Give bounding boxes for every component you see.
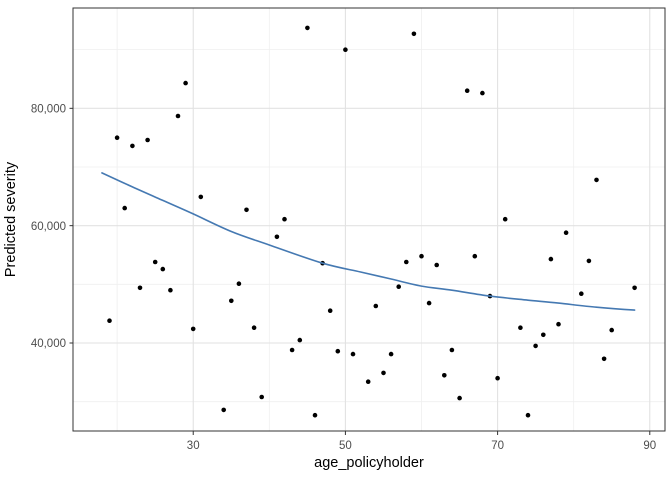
data-point [442,373,447,378]
data-point [533,343,538,349]
data-point [579,291,584,297]
data-point [464,88,470,93]
data-point [381,370,386,376]
data-point [525,412,531,418]
y-tick-label: 80,000 [31,104,66,116]
data-point [457,395,462,401]
y-axis-title: Predicted severity [3,161,19,277]
data-point [183,80,188,86]
data-point [190,326,196,332]
x-tick-label: 90 [643,440,656,452]
scatter-points [107,25,637,418]
smooth-trend-line [101,172,636,311]
data-point [297,337,303,343]
data-point [327,308,333,314]
data-point [388,351,394,357]
data-point [122,205,127,211]
data-point [145,137,150,143]
data-point [221,407,226,413]
data-point [130,143,135,149]
data-point [160,266,166,272]
data-point [373,303,379,309]
data-point [289,347,295,353]
data-point [609,327,614,333]
data-point [449,347,455,353]
data-point [198,194,204,200]
data-point [107,318,112,324]
data-point [411,31,417,37]
x-tick-label: 50 [339,440,352,452]
y-tick-labels: 40,000 60,000 80,000 [31,104,66,351]
data-point [396,284,402,290]
x-tick-label: 70 [491,440,504,452]
data-point [114,135,120,140]
x-tick-labels: 30 50 70 90 [187,440,656,452]
data-point [404,259,409,265]
data-point [563,230,569,235]
data-point [541,332,546,338]
data-point [137,285,143,291]
data-point [594,177,599,183]
data-point [236,281,242,287]
data-point [305,25,310,31]
data-point [426,300,432,306]
data-point [282,216,287,222]
data-point [365,379,371,385]
data-point [175,113,181,119]
data-point [586,258,592,264]
panel-background [73,8,665,431]
data-point [495,375,500,381]
data-point [312,412,318,418]
data-point [556,321,561,327]
data-point [632,285,637,291]
data-point [548,256,554,262]
data-point [502,216,508,222]
data-point [259,394,265,400]
data-point [274,234,280,240]
data-point [251,325,257,331]
major-gridlines [73,8,665,431]
data-point [518,325,523,331]
x-axis-title: age_policyholder [314,455,424,471]
data-point [168,287,173,293]
data-point [434,262,440,268]
data-point [419,253,424,259]
x-tick-label: 30 [187,440,200,452]
data-point [244,207,249,213]
data-point [152,259,158,265]
data-point [480,90,485,96]
data-point [343,47,348,52]
panel-border [72,7,666,432]
data-point [472,253,478,259]
data-point [350,351,356,357]
data-point [229,298,234,304]
y-tick-label: 60,000 [31,221,66,233]
minor-gridlines [73,8,665,431]
data-point [335,348,341,354]
y-tick-label: 40,000 [31,338,66,350]
data-point [601,356,607,362]
axis-tick-marks [69,107,651,435]
